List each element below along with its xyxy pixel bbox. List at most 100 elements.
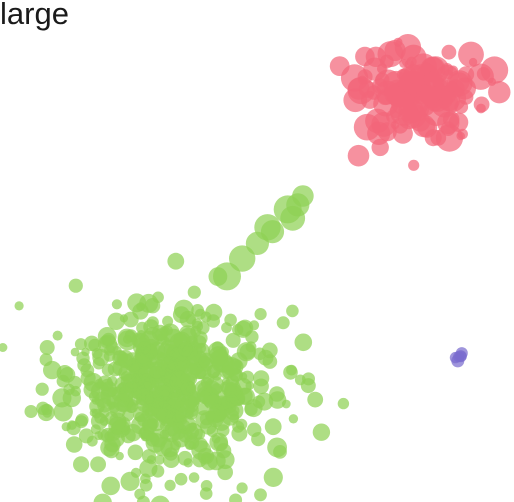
data-point bbox=[347, 76, 375, 105]
data-point bbox=[231, 425, 248, 442]
data-point bbox=[101, 476, 120, 496]
data-point bbox=[75, 413, 89, 427]
data-point bbox=[137, 341, 151, 355]
data-point bbox=[446, 81, 458, 93]
data-point bbox=[174, 397, 190, 413]
data-point bbox=[188, 422, 198, 431]
data-point bbox=[160, 389, 170, 400]
data-point bbox=[254, 308, 267, 321]
data-point bbox=[97, 375, 113, 392]
data-point bbox=[43, 360, 62, 380]
data-point bbox=[286, 304, 299, 318]
data-point bbox=[487, 77, 497, 86]
data-point bbox=[39, 340, 55, 355]
data-point bbox=[142, 449, 156, 464]
data-point bbox=[151, 495, 170, 502]
data-point bbox=[213, 262, 241, 291]
data-point bbox=[199, 487, 213, 500]
data-point bbox=[192, 335, 207, 349]
data-point bbox=[74, 338, 87, 351]
data-point bbox=[195, 308, 206, 320]
data-point bbox=[167, 252, 185, 270]
data-point bbox=[225, 332, 241, 348]
data-point bbox=[442, 111, 460, 128]
data-point bbox=[183, 458, 193, 468]
data-point bbox=[286, 364, 297, 376]
data-point bbox=[161, 371, 177, 387]
data-point bbox=[70, 347, 80, 357]
data-point bbox=[144, 298, 161, 314]
data-point bbox=[229, 245, 256, 272]
data-point bbox=[262, 354, 278, 369]
data-point bbox=[421, 62, 433, 74]
data-point bbox=[119, 385, 132, 398]
data-point bbox=[164, 422, 179, 437]
data-point bbox=[152, 397, 164, 409]
data-point bbox=[221, 378, 241, 398]
data-point bbox=[245, 381, 255, 390]
data-point bbox=[97, 397, 112, 413]
data-point bbox=[93, 493, 112, 502]
data-point bbox=[253, 378, 269, 395]
data-point bbox=[212, 371, 222, 381]
data-point bbox=[403, 82, 416, 95]
data-point bbox=[198, 390, 212, 404]
data-point bbox=[115, 416, 131, 433]
data-point bbox=[225, 394, 239, 408]
data-point bbox=[162, 451, 180, 468]
data-point bbox=[267, 437, 287, 458]
data-point bbox=[244, 399, 263, 418]
data-point bbox=[107, 429, 125, 448]
data-point bbox=[80, 363, 95, 378]
data-point bbox=[276, 316, 290, 330]
data-point bbox=[229, 493, 243, 502]
data-point bbox=[249, 320, 260, 331]
data-point bbox=[261, 342, 278, 359]
data-point bbox=[208, 403, 228, 423]
data-point bbox=[78, 428, 94, 444]
data-point bbox=[83, 381, 101, 399]
data-point bbox=[408, 159, 420, 171]
series-0 bbox=[0, 185, 350, 502]
data-point bbox=[236, 482, 248, 494]
data-point bbox=[247, 422, 262, 437]
data-point bbox=[97, 327, 117, 346]
data-point bbox=[127, 293, 147, 313]
data-point bbox=[109, 386, 119, 396]
data-point bbox=[154, 454, 165, 465]
data-point bbox=[122, 311, 139, 328]
data-point bbox=[329, 56, 350, 76]
data-point bbox=[68, 375, 82, 390]
data-point bbox=[473, 96, 490, 113]
data-point bbox=[181, 362, 200, 382]
data-point bbox=[260, 220, 285, 244]
data-point bbox=[371, 112, 397, 137]
data-point bbox=[424, 129, 442, 147]
data-point bbox=[112, 360, 128, 376]
data-point bbox=[245, 330, 259, 344]
data-point bbox=[65, 436, 83, 453]
data-point bbox=[149, 365, 163, 379]
data-point bbox=[194, 367, 207, 380]
data-point bbox=[211, 383, 223, 395]
series-2 bbox=[449, 347, 468, 368]
data-point bbox=[347, 144, 370, 167]
data-point bbox=[292, 185, 314, 207]
data-point bbox=[254, 488, 267, 502]
data-point bbox=[164, 479, 176, 491]
data-point bbox=[307, 391, 324, 408]
data-point bbox=[154, 328, 167, 341]
data-point bbox=[264, 418, 282, 436]
data-point bbox=[216, 443, 232, 459]
data-point bbox=[294, 333, 313, 352]
chart-title: large bbox=[0, 0, 69, 31]
data-point bbox=[419, 85, 440, 106]
data-point bbox=[390, 91, 414, 115]
data-point bbox=[111, 299, 122, 310]
data-point bbox=[440, 63, 454, 76]
data-point bbox=[403, 64, 425, 86]
data-point bbox=[435, 124, 463, 152]
data-point bbox=[94, 412, 106, 424]
data-point bbox=[14, 301, 24, 311]
data-point bbox=[467, 63, 494, 90]
